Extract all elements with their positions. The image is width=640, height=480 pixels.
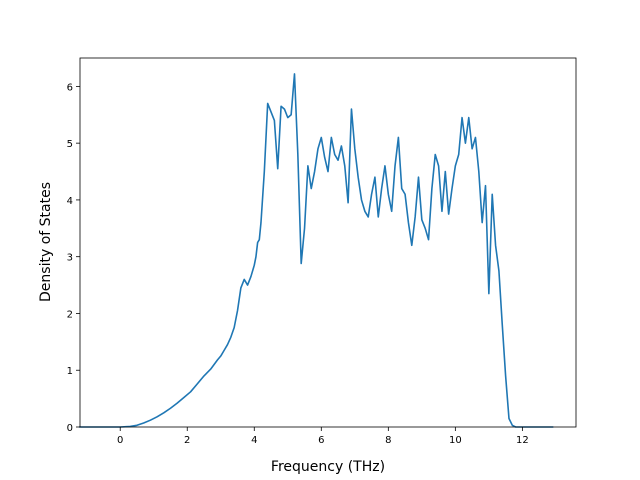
y-tick-label: 1 (67, 366, 73, 377)
x-tick-label: 0 (117, 435, 123, 446)
y-axis-label: Density of States (38, 182, 54, 302)
y-tick-label: 4 (67, 196, 73, 207)
y-tick-label: 3 (67, 253, 73, 264)
y-tick-label: 6 (67, 82, 73, 93)
x-tick-label: 6 (318, 435, 324, 446)
x-axis-label: Frequency (THz) (271, 459, 385, 475)
x-tick-label: 12 (516, 435, 529, 446)
x-tick-label: 8 (385, 435, 391, 446)
y-tick-label: 0 (67, 423, 73, 434)
y-tick-label: 5 (67, 139, 73, 150)
x-tick-label: 2 (184, 435, 190, 446)
series-line-0 (79, 73, 554, 428)
x-tick-label: 10 (449, 435, 462, 446)
x-tick-label: 4 (251, 435, 257, 446)
y-tick-label: 2 (67, 309, 73, 320)
axes-frame (79, 57, 577, 428)
